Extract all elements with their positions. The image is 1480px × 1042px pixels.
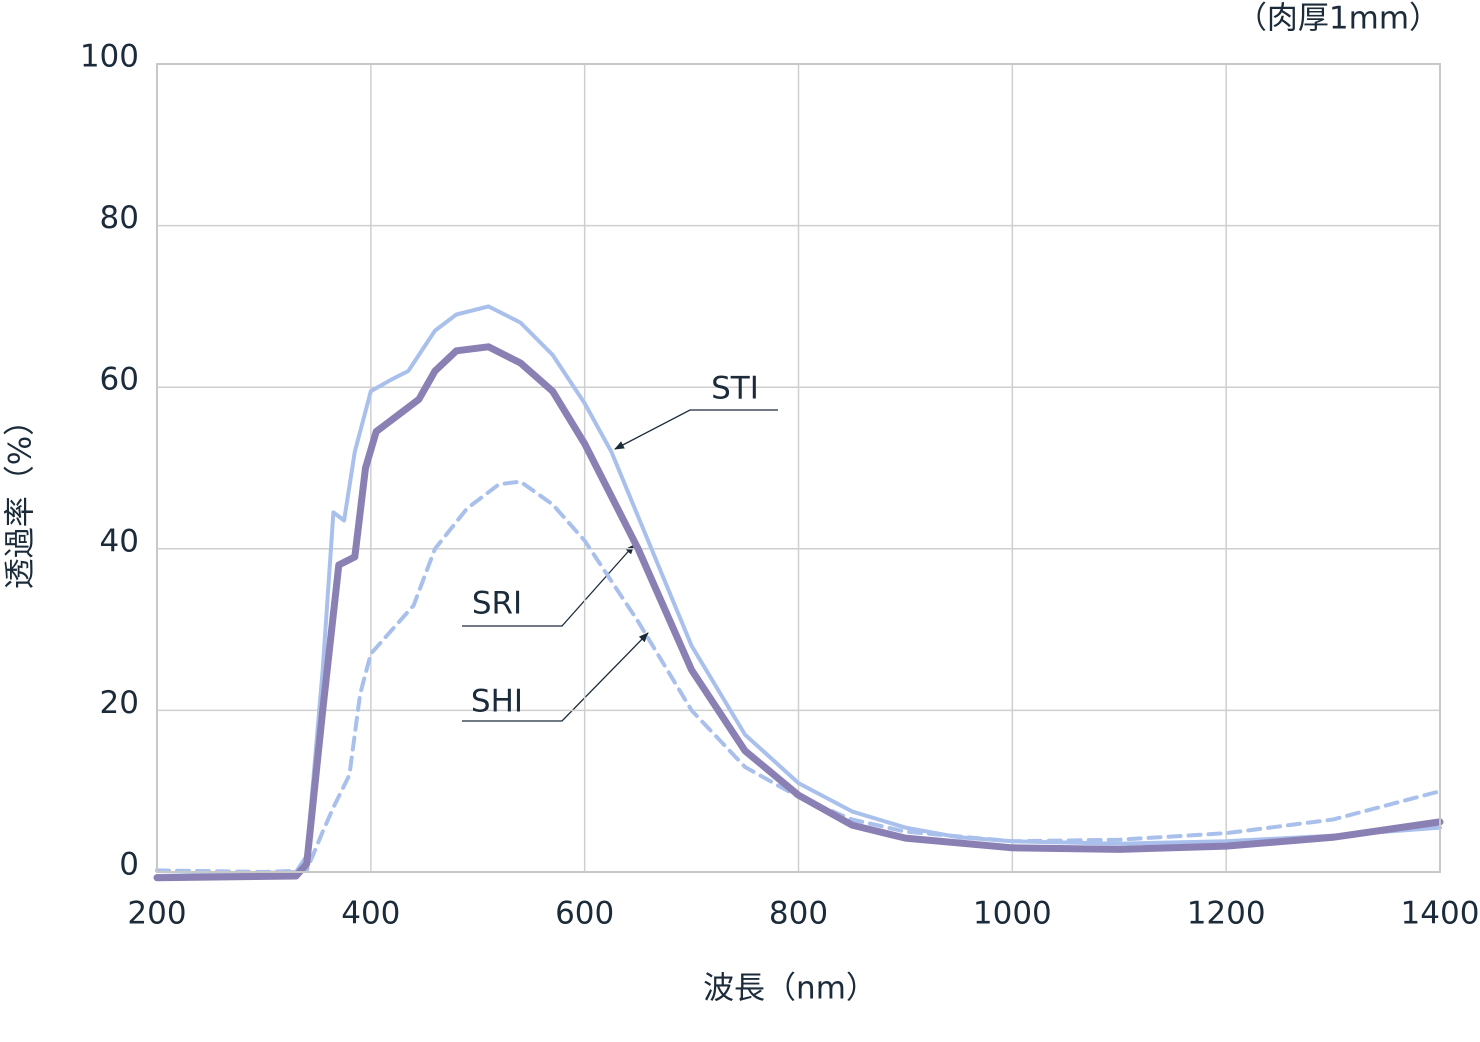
x-tick-label: 400 xyxy=(341,896,400,932)
series-label: SRI xyxy=(472,586,522,622)
series-label: SHI xyxy=(471,684,523,720)
series-line xyxy=(155,304,1442,878)
y-tick-label: 60 xyxy=(100,362,139,398)
series-label: STI xyxy=(711,371,759,407)
unit-note: （肉厚1mm） xyxy=(1236,1,1440,37)
x-tick-label: 1200 xyxy=(1187,896,1266,932)
plot-border xyxy=(156,63,1441,873)
x-tick-label: 200 xyxy=(127,896,186,932)
x-tick-label: 600 xyxy=(555,896,614,932)
x-axis-label: 波長（nm） xyxy=(703,971,877,1007)
y-tick-label: 20 xyxy=(100,685,139,721)
y-axis-label: 透過率（%） xyxy=(3,405,39,589)
y-tick-label: 40 xyxy=(100,523,139,559)
x-tick-label: 800 xyxy=(769,896,828,932)
x-tick-label: 1400 xyxy=(1401,896,1480,932)
x-tick-label: 1000 xyxy=(973,896,1052,932)
series-line xyxy=(153,343,1444,882)
y-tick-label: 100 xyxy=(80,39,139,75)
y-tick-label: 80 xyxy=(100,200,139,236)
y-tick-label: 0 xyxy=(119,847,139,883)
annotation-leaders xyxy=(462,409,778,722)
